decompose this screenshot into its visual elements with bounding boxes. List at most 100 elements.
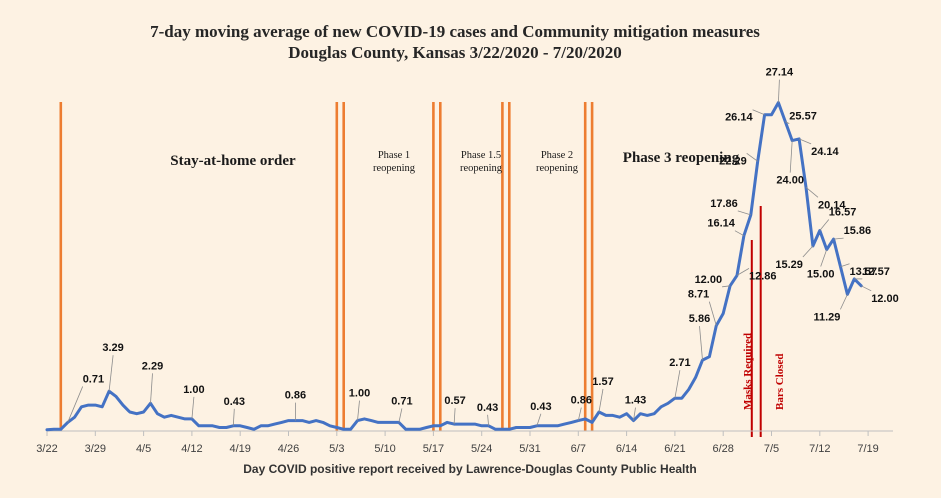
phase-label-text: Phase 2 — [541, 150, 573, 161]
data-label: 1.00 — [183, 384, 204, 396]
mitigation-markers: Masks Required Bars Closed — [742, 206, 786, 437]
data-label: 15.00 — [807, 269, 835, 281]
label-leader — [108, 355, 114, 392]
x-tick-label: 7/19 — [857, 443, 878, 455]
x-tick-label: 7/5 — [764, 443, 779, 455]
label-leader — [598, 388, 604, 413]
label-leader — [674, 370, 681, 399]
label-leader — [861, 285, 872, 292]
phase-label-text: Phase 1 — [378, 150, 410, 161]
chart-subtitle: Douglas County, Kansas 3/22/2020 - 7/20/… — [288, 43, 621, 62]
label-leader — [67, 386, 84, 423]
label-leader — [150, 373, 153, 404]
data-label: 22.29 — [719, 155, 747, 167]
data-label: 20.14 — [818, 199, 846, 211]
label-leader — [805, 186, 819, 198]
data-label: 1.57 — [592, 376, 613, 388]
label-leader — [789, 140, 793, 173]
data-label: 0.43 — [224, 396, 245, 408]
data-label: 2.29 — [142, 360, 163, 372]
label-leader — [453, 408, 456, 425]
label-leader — [833, 237, 844, 240]
label-leader — [778, 79, 780, 103]
phase-label-text: reopening — [460, 163, 503, 174]
data-label: 0.43 — [530, 401, 551, 413]
data-label: 16.57 — [829, 207, 857, 219]
x-tick-label: 6/28 — [712, 443, 733, 455]
label-leader — [699, 326, 703, 361]
data-label: 2.71 — [669, 357, 690, 369]
data-labels: 0.71 3.29 2.29 1.00 0.43 0.86 1.00 0.71 0.57 0.43… — [83, 67, 899, 414]
x-tick-label: 5/3 — [329, 443, 344, 455]
label-leader — [798, 138, 812, 145]
x-tick-label: 5/31 — [519, 443, 540, 455]
x-tick-label: 5/24 — [471, 443, 492, 455]
label-leader — [820, 249, 828, 267]
data-label: 13.57 — [850, 266, 878, 278]
data-label: 12.00 — [695, 274, 723, 286]
x-tick-label: 6/21 — [664, 443, 685, 455]
label-leader — [736, 268, 750, 276]
label-leader — [840, 294, 848, 310]
data-label: 11.29 — [813, 311, 840, 323]
x-tick-label: 4/26 — [278, 443, 299, 455]
phase-label-text: Phase 3 reopening — [623, 150, 740, 166]
data-label: 15.29 — [775, 259, 803, 271]
x-axis-label: Day COVID positive report received by La… — [243, 462, 696, 476]
label-leader — [819, 219, 830, 231]
data-label: 3.29 — [102, 342, 123, 354]
x-tick-label: 5/17 — [423, 443, 444, 455]
mitigation-label: Bars Closed — [774, 353, 786, 410]
phase-label-text: reopening — [373, 163, 416, 174]
phase-label-text: Stay-at-home order — [170, 153, 296, 169]
data-label: 12.57 — [862, 266, 890, 278]
label-leader — [737, 210, 751, 216]
x-tick-label: 3/29 — [85, 443, 106, 455]
data-label: 0.86 — [571, 395, 592, 407]
data-label: 12.00 — [871, 293, 899, 305]
data-label: 0.57 — [444, 395, 465, 407]
label-leader — [746, 152, 758, 162]
phase-marker-lines — [59, 102, 594, 431]
label-leader — [708, 301, 717, 326]
x-tick-label: 5/10 — [374, 443, 395, 455]
label-leader — [357, 400, 360, 421]
label-leader — [232, 408, 235, 426]
data-label: 5.86 — [689, 313, 710, 325]
x-tick-label: 6/14 — [616, 443, 637, 455]
label-leader — [734, 230, 745, 237]
label-leader — [802, 245, 814, 258]
x-tick-label: 6/7 — [571, 443, 586, 455]
mitigation-label: Masks Required — [742, 333, 754, 410]
x-tick-label: 3/22 — [36, 443, 57, 455]
phase-labels: Stay-at-home order Phase 1 reopening Phase … — [170, 150, 739, 174]
data-label: 24.00 — [776, 175, 804, 187]
data-label: 0.71 — [83, 373, 104, 385]
data-label: 27.14 — [766, 67, 794, 79]
data-label: 25.57 — [789, 111, 817, 123]
label-leader — [191, 396, 195, 419]
data-label: 1.00 — [349, 388, 370, 400]
label-leader — [840, 263, 850, 268]
data-label: 0.86 — [285, 390, 306, 402]
label-leader — [536, 413, 542, 426]
data-label: 24.14 — [811, 146, 839, 158]
label-leader — [752, 109, 765, 116]
chart-title: 7-day moving average of new COVID-19 cas… — [150, 22, 760, 41]
data-label: 17.86 — [710, 198, 738, 210]
data-label: 0.71 — [391, 395, 412, 407]
phase-label-text: reopening — [536, 163, 579, 174]
data-label: 0.43 — [477, 402, 498, 414]
data-label: 1.43 — [625, 395, 646, 407]
x-axis-ticks: 3/22 3/29 4/5 4/12 4/19 4/26 5/3 5/10 5/17 5/24 5/… — [36, 431, 879, 455]
data-label: 12.86 — [749, 270, 777, 282]
x-tick-label: 4/19 — [229, 443, 250, 455]
data-label: 26.14 — [725, 112, 753, 124]
label-leader — [633, 407, 636, 421]
x-tick-label: 4/12 — [181, 443, 202, 455]
x-tick-label: 4/5 — [136, 443, 151, 455]
data-label: 8.71 — [688, 289, 709, 301]
label-leader-lines — [67, 79, 872, 426]
